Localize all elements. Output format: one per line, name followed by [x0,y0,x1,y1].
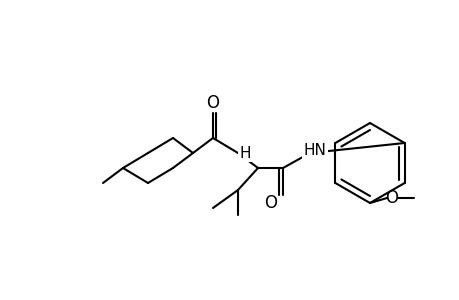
Text: HN: HN [303,142,326,158]
Text: H: H [239,146,250,160]
Text: O: O [206,94,219,112]
Text: O: O [264,194,277,212]
Text: O: O [385,189,397,207]
